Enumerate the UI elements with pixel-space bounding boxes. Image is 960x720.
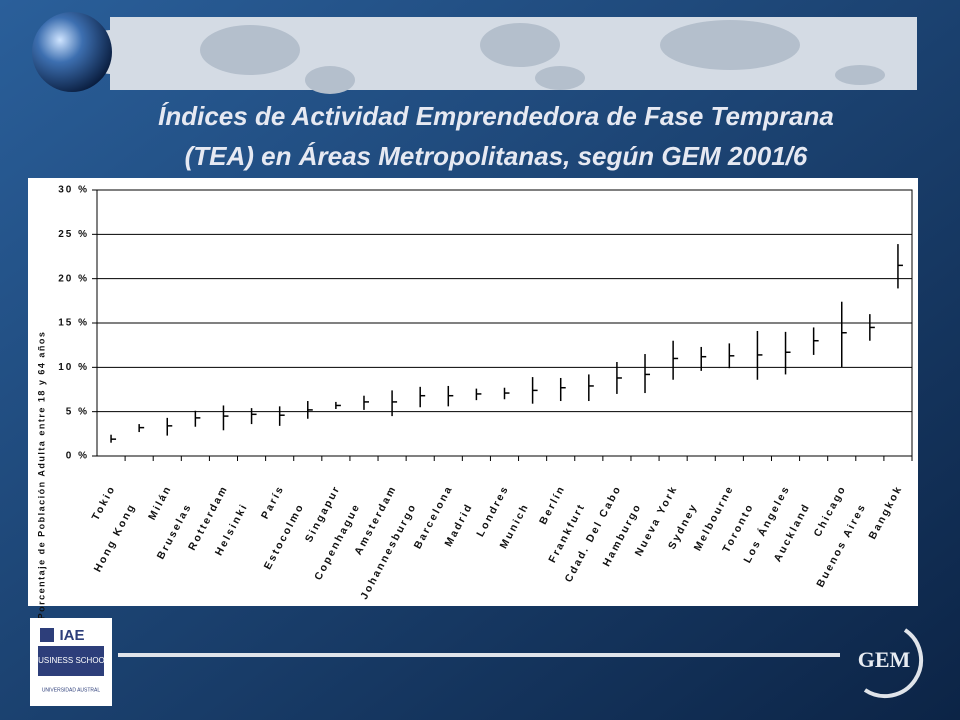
y-tick-label: 15 % <box>58 318 89 329</box>
iae-band <box>38 646 104 676</box>
map-shapes <box>200 20 885 94</box>
gem-arc <box>863 628 924 699</box>
y-tick-label: 30 % <box>58 185 89 196</box>
title-line: Índices de Actividad Emprendedora de Fas… <box>158 101 834 131</box>
y-axis-label: Porcentaje de Población Adulta entre 18 … <box>36 331 46 620</box>
gem-logo: GEM <box>858 647 911 672</box>
title-line: (TEA) en Áreas Metropolitanas, según GEM… <box>185 141 808 171</box>
iae-school: BUSINESS SCHOOL <box>33 656 110 665</box>
y-tick-label: 20 % <box>58 273 89 284</box>
iae-shield <box>40 628 54 642</box>
y-tick-label: 10 % <box>58 362 89 373</box>
iae-university: UNIVERSIDAD AUSTRAL <box>42 687 101 693</box>
y-tick-label: 0 % <box>66 451 89 462</box>
y-tick-label: 25 % <box>58 229 89 240</box>
globe <box>32 12 112 92</box>
iae-text: IAE <box>59 627 84 644</box>
y-tick-label: 5 % <box>66 406 89 417</box>
